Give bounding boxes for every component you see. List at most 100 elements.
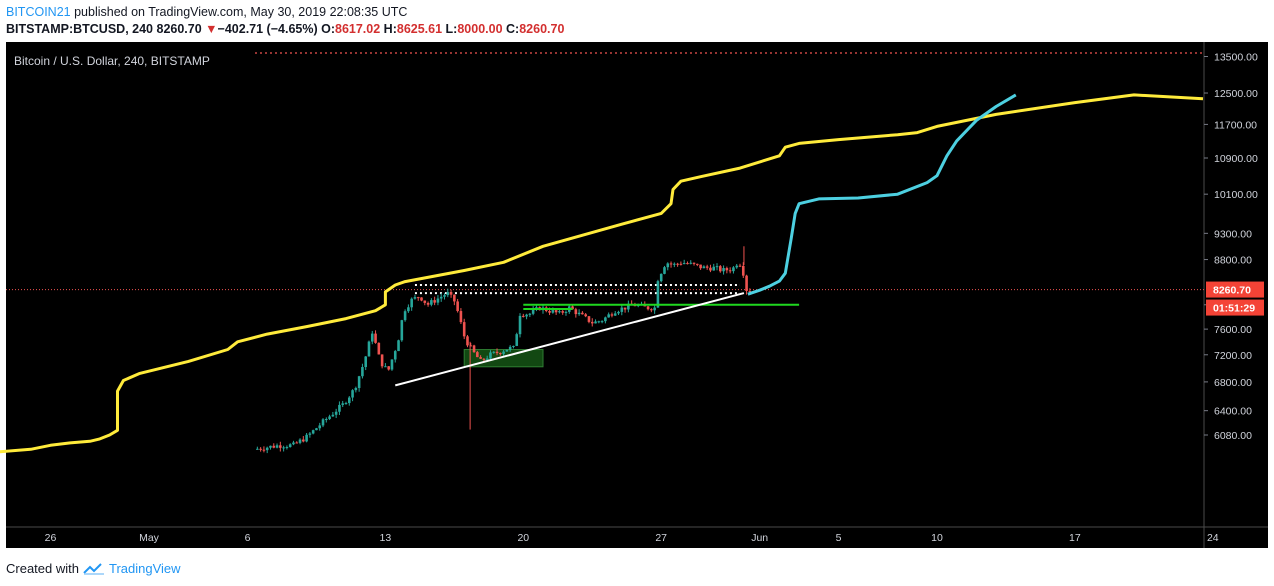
- candle-body: [400, 320, 404, 341]
- candle-body: [275, 445, 279, 448]
- published-text: published on TradingView.com, May 30, 20…: [70, 5, 408, 19]
- candle-body: [522, 315, 525, 317]
- plot-area[interactable]: [6, 42, 1204, 548]
- candle-body: [518, 315, 522, 335]
- candle-body: [666, 263, 670, 268]
- candle-body: [423, 300, 427, 303]
- candle-body: [554, 310, 558, 313]
- candle-body: [288, 444, 292, 448]
- last-price-tag-label: 8260.70: [1213, 285, 1251, 297]
- candle-body: [380, 354, 384, 367]
- candle-body: [456, 301, 459, 312]
- candle-body: [331, 414, 335, 417]
- candle-body: [650, 309, 653, 311]
- candle-body: [311, 430, 315, 434]
- y-tick-label: 7200.00: [1214, 350, 1252, 362]
- symbol-label: BITSTAMP:BTCUSD, 240: [6, 22, 154, 36]
- symbol-ohlc-line: BITSTAMP:BTCUSD, 240 8260.70 ▼−402.71 (−…: [6, 22, 564, 36]
- candle-body: [433, 300, 436, 303]
- candle-body: [413, 297, 417, 299]
- candle-body: [384, 366, 387, 368]
- candle-body: [600, 321, 604, 323]
- tradingview-brand-link[interactable]: TradingView: [108, 561, 181, 576]
- candle-body: [259, 448, 262, 450]
- author-link[interactable]: BITCOIN21: [6, 5, 71, 19]
- candle-body: [334, 411, 338, 415]
- candle-body: [495, 351, 499, 354]
- candle-body: [610, 314, 614, 316]
- candle-body: [502, 351, 505, 354]
- candle-body: [689, 262, 693, 264]
- candle-body: [338, 404, 341, 412]
- candle-body: [696, 263, 699, 265]
- candle-body: [676, 263, 679, 265]
- candle-body: [741, 265, 745, 276]
- y-tick-label: 10100.00: [1214, 189, 1258, 201]
- candle-body: [466, 336, 469, 346]
- candle-body: [482, 358, 486, 360]
- last-price-tag: [1206, 281, 1264, 298]
- candle-body: [594, 321, 597, 324]
- candle-body: [571, 306, 574, 310]
- candle-body: [361, 367, 364, 377]
- candle-body: [430, 300, 433, 305]
- candle-body: [564, 311, 568, 313]
- candle-body: [459, 311, 463, 323]
- candle-body: [577, 312, 581, 315]
- y-tick-label: 6800.00: [1214, 377, 1252, 389]
- candle-body: [686, 263, 689, 265]
- y-tick-label: 7600.00: [1214, 324, 1252, 336]
- candle-body: [558, 311, 561, 313]
- candle-body: [351, 390, 354, 398]
- candle-body: [485, 358, 489, 360]
- candle-body: [673, 263, 676, 265]
- y-tick-label: 13500.00: [1214, 52, 1258, 64]
- open-value: 8617.02: [335, 22, 381, 36]
- candle-body: [581, 312, 584, 315]
- x-tick-label: 20: [517, 532, 529, 544]
- yellow-band-line: [0, 93, 1204, 454]
- candle-body: [623, 307, 627, 310]
- candle-body: [715, 266, 719, 268]
- candle-body: [282, 447, 285, 449]
- candle-body: [357, 376, 361, 388]
- candle-body: [646, 306, 650, 310]
- x-tick-label: 10: [931, 532, 943, 544]
- candle-body: [256, 448, 259, 450]
- candle-body: [590, 321, 594, 324]
- candle-body: [528, 313, 532, 315]
- candle-body: [499, 353, 502, 355]
- candle-body: [548, 311, 551, 313]
- candle-body: [367, 341, 371, 357]
- time-axis[interactable]: [6, 527, 1204, 548]
- candle-body: [745, 275, 748, 292]
- candle-body: [328, 416, 331, 420]
- candle-body: [453, 294, 456, 302]
- candle-body: [265, 447, 269, 451]
- x-tick-label: 26: [45, 532, 57, 544]
- close-label: C:: [506, 22, 520, 36]
- candle-body: [479, 357, 482, 359]
- x-tick-label: 5: [836, 532, 842, 544]
- y-tick-label: 6080.00: [1214, 430, 1252, 442]
- candle-body: [403, 311, 407, 321]
- candle-body: [656, 281, 660, 308]
- candle-body: [587, 316, 591, 322]
- candle-body: [439, 296, 443, 299]
- last-price: 8260.70: [156, 22, 202, 36]
- candle-body: [705, 266, 709, 268]
- candle-body: [449, 292, 453, 295]
- candle-body: [607, 314, 610, 318]
- candle-body: [531, 309, 535, 314]
- y-tick-label: 11700.00: [1214, 119, 1257, 131]
- open-label: O:: [321, 22, 335, 36]
- y-tick-label: 10900.00: [1214, 153, 1258, 165]
- candle-body: [390, 359, 394, 370]
- candle-body: [620, 307, 624, 312]
- candle-body: [574, 309, 578, 315]
- candle-body: [364, 356, 367, 368]
- x-tick-label: 27: [655, 532, 667, 544]
- candle-body: [476, 352, 479, 358]
- candle-body: [669, 263, 673, 265]
